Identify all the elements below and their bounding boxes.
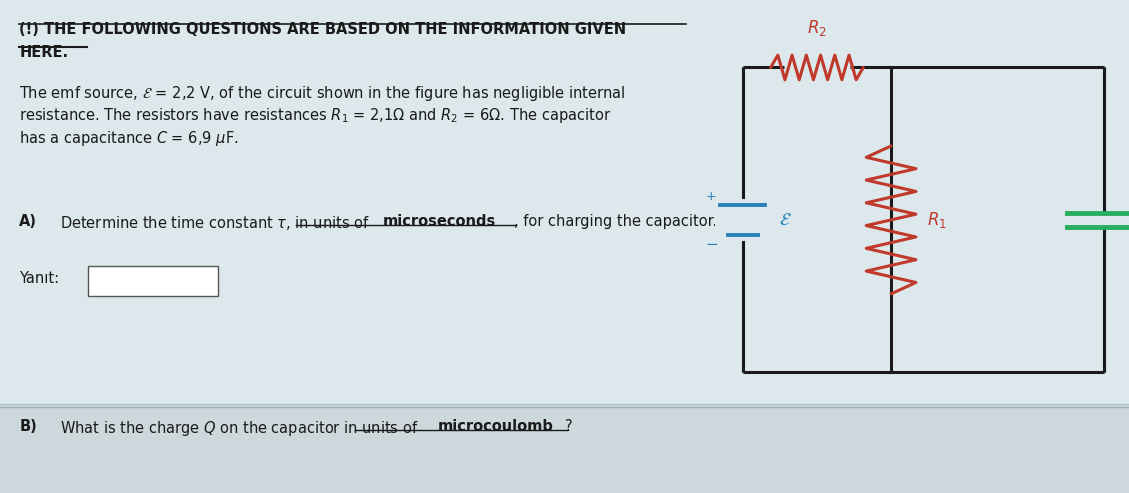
Text: (!) THE FOLLOWING QUESTIONS ARE BASED ON THE INFORMATION GIVEN: (!) THE FOLLOWING QUESTIONS ARE BASED ON… [19,22,627,37]
Text: microseconds: microseconds [383,214,496,229]
Text: $R_1$: $R_1$ [927,210,947,230]
Text: −: − [704,237,718,252]
Text: $\mathcal{E}$: $\mathcal{E}$ [779,211,791,229]
Text: What is the charge $Q$ on the capacitor in units of: What is the charge $Q$ on the capacitor … [60,419,419,438]
Text: $R_2$: $R_2$ [807,18,826,38]
Text: microcoulomb: microcoulomb [438,419,554,434]
Text: The emf source, $\mathcal{E}$ = 2,2 V, of the circuit shown in the figure has ne: The emf source, $\mathcal{E}$ = 2,2 V, o… [19,84,625,103]
Bar [88,266,218,296]
Text: +: + [706,190,717,203]
Bar [715,199,771,241]
Text: , for charging the capacitor.: , for charging the capacitor. [514,214,717,229]
Text: Determine the time constant $\tau$, in units of: Determine the time constant $\tau$, in u… [60,214,369,233]
Text: HERE.: HERE. [19,45,69,60]
Text: resistance. The resistors have resistances $R_1$ = 2,1$\Omega$ and $R_2$ = 6$\Om: resistance. The resistors have resistanc… [19,106,612,126]
Text: A): A) [19,214,37,229]
Bar [1097,214,1111,226]
Text: has a capacitance $C$ = 6,9 $\mu$F.: has a capacitance $C$ = 6,9 $\mu$F. [19,129,239,148]
Bar [0,0,1129,404]
Text: ?: ? [564,419,572,434]
Text: B): B) [19,419,37,434]
Text: Yanıt:: Yanıt: [19,271,60,286]
Bar [0,404,1129,493]
